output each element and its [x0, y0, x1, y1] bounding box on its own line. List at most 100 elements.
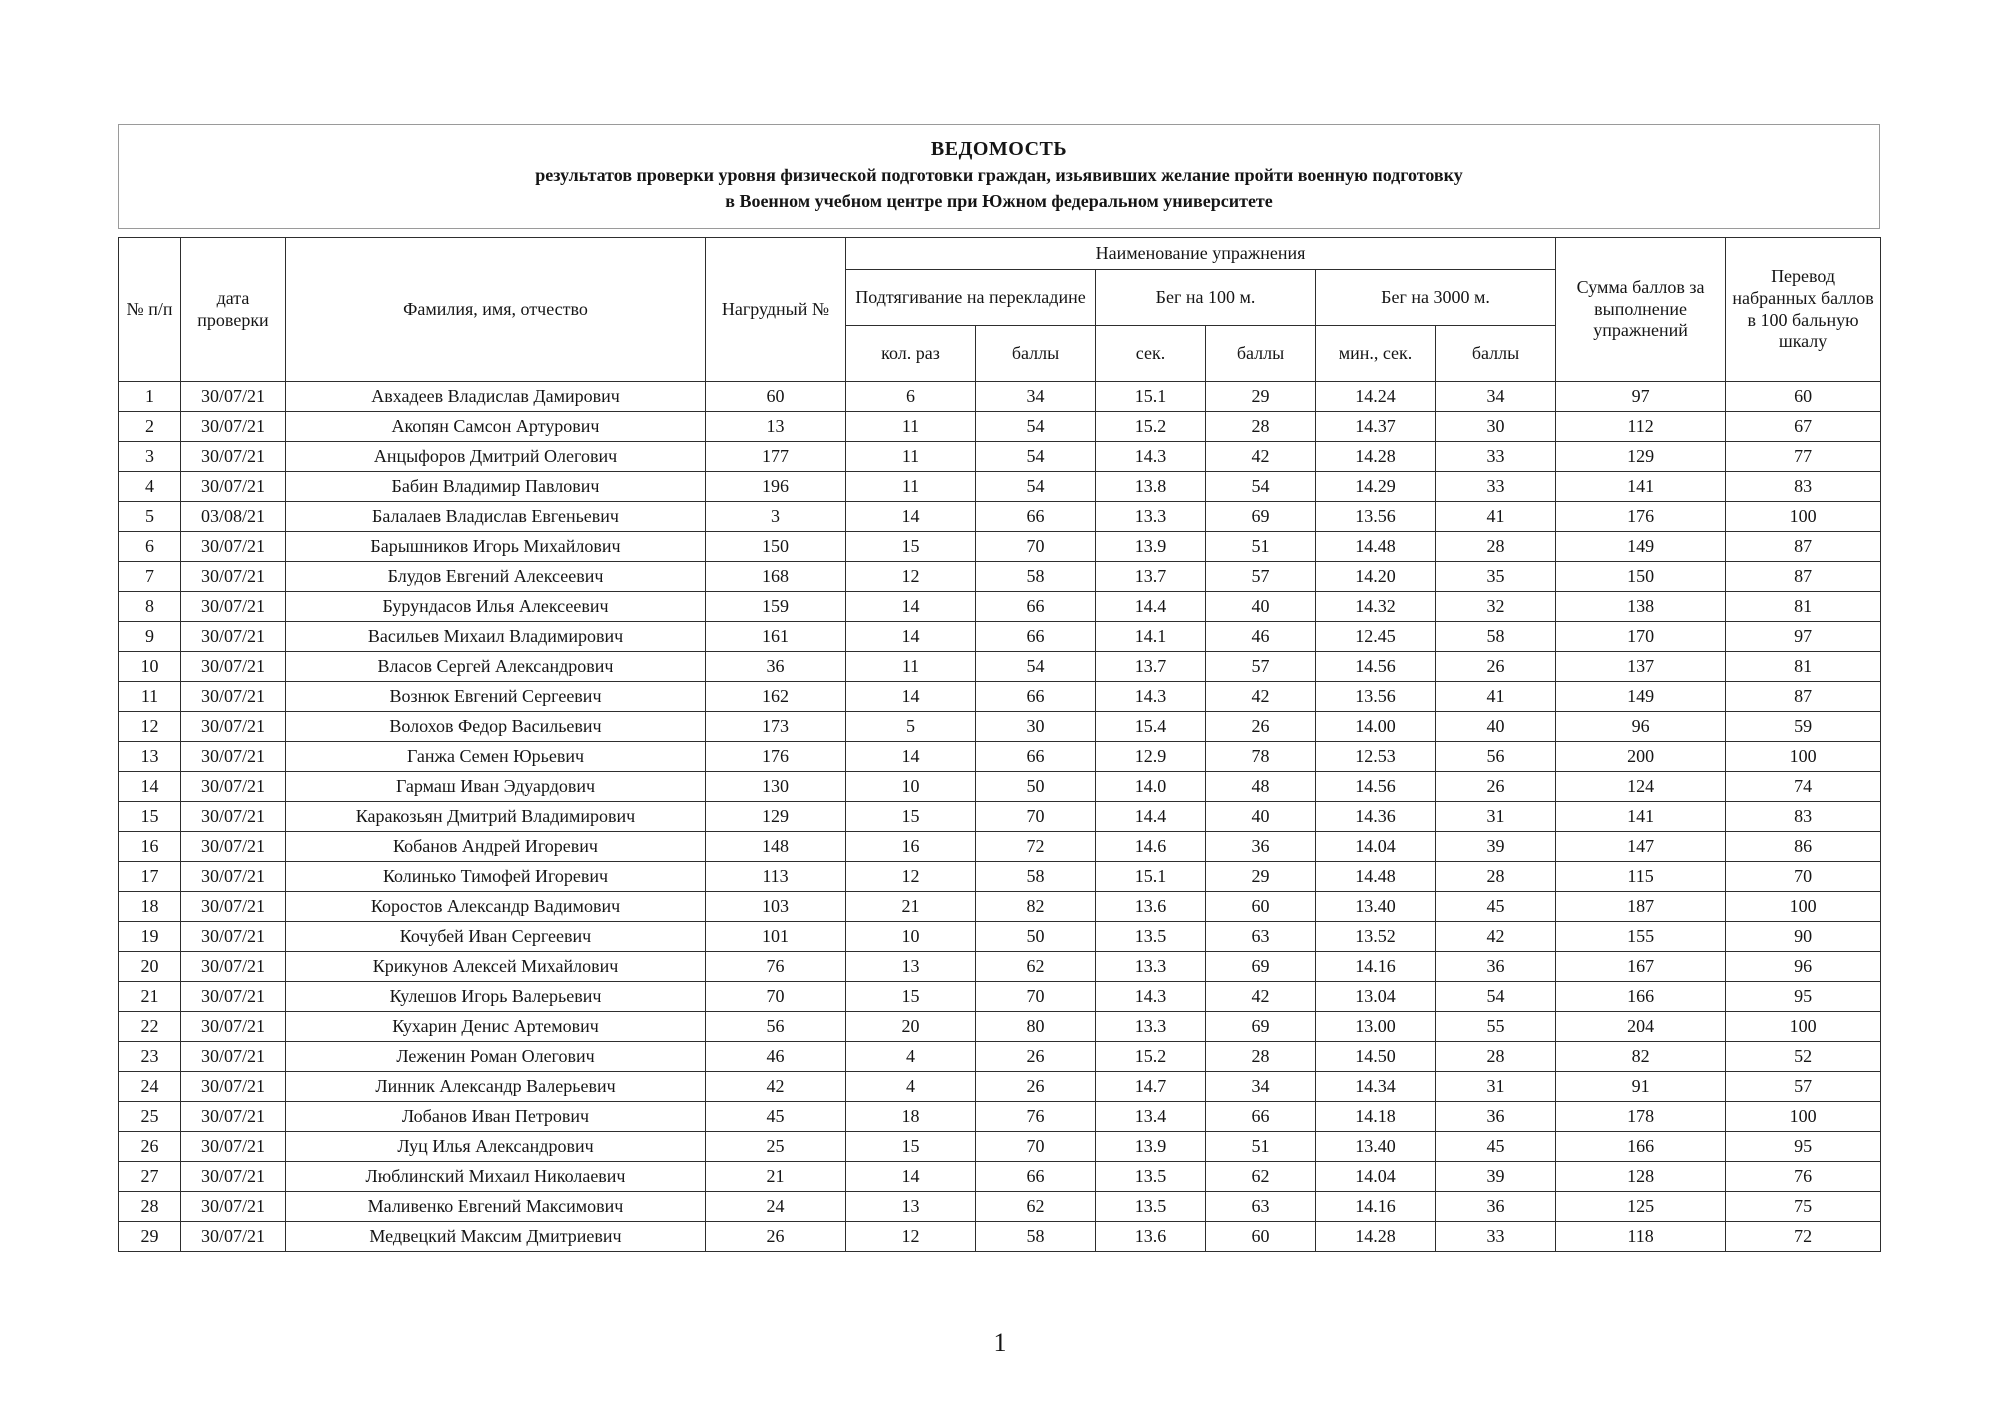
- pullups-points-cell: 58: [975, 861, 1096, 892]
- run100-sec-cell: 12.9: [1095, 741, 1206, 772]
- run3000-points-cell: 54: [1434, 981, 1557, 1012]
- run3000-points-cell: 36: [1434, 1101, 1557, 1132]
- check-date-cell: 30/07/21: [180, 741, 286, 772]
- run100-points-cell: 51: [1205, 531, 1316, 562]
- run100-points-cell: 69: [1205, 951, 1316, 982]
- run100-sec-cell: 15.1: [1095, 861, 1206, 892]
- check-date-cell: 30/07/21: [180, 1221, 286, 1252]
- row-number-cell: 8: [118, 591, 181, 622]
- run100-sec-cell: 15.2: [1095, 1041, 1206, 1072]
- results-table: № п/п дата проверки Фамилия, имя, отчест…: [118, 237, 1882, 1252]
- run3000-time-cell: 12.45: [1315, 621, 1436, 652]
- row-number-cell: 11: [118, 681, 181, 712]
- run3000-points-cell: 36: [1434, 951, 1557, 982]
- table-row: 3 30/07/21 Анцыфоров Дмитрий Олегович 177 11…: [118, 441, 1882, 472]
- run3000-time-cell: 14.56: [1315, 771, 1436, 802]
- scaled-score-cell: 95: [1725, 981, 1882, 1012]
- row-number-cell: 24: [118, 1071, 181, 1102]
- run3000-points-cell: 33: [1434, 1221, 1557, 1252]
- scaled-score-cell: 70: [1725, 861, 1882, 892]
- header-run100-sec: сек.: [1095, 325, 1206, 382]
- header-badge-number: Нагрудный №: [705, 237, 846, 382]
- check-date-cell: 30/07/21: [180, 411, 286, 442]
- table-row: 25 30/07/21 Лобанов Иван Петрович 45 18 76 13.…: [118, 1101, 1882, 1132]
- run100-points-cell: 78: [1205, 741, 1316, 772]
- table-row: 4 30/07/21 Бабин Владимир Павлович 196 11 54 1…: [118, 471, 1882, 502]
- badge-number-cell: 168: [705, 561, 846, 592]
- badge-number-cell: 56: [705, 1011, 846, 1042]
- badge-number-cell: 148: [705, 831, 846, 862]
- full-name-cell: Блудов Евгений Алексеевич: [285, 561, 706, 592]
- run100-points-cell: 69: [1205, 501, 1316, 532]
- scaled-score-cell: 87: [1725, 561, 1882, 592]
- scaled-score-cell: 90: [1725, 921, 1882, 952]
- total-points-cell: 118: [1555, 1221, 1727, 1252]
- badge-number-cell: 130: [705, 771, 846, 802]
- run3000-time-cell: 14.48: [1315, 861, 1436, 892]
- table-row: 22 30/07/21 Кухарин Денис Артемович 56 20 80 1…: [118, 1011, 1882, 1042]
- scaled-score-cell: 77: [1725, 441, 1882, 472]
- full-name-cell: Ганжа Семен Юрьевич: [285, 741, 706, 772]
- run100-sec-cell: 14.6: [1095, 831, 1206, 862]
- run100-sec-cell: 14.4: [1095, 801, 1206, 832]
- run3000-points-cell: 40: [1434, 711, 1557, 742]
- check-date-cell: 30/07/21: [180, 381, 286, 412]
- pullups-points-cell: 82: [975, 891, 1096, 922]
- run100-points-cell: 28: [1205, 1041, 1316, 1072]
- scaled-score-cell: 60: [1725, 381, 1882, 412]
- badge-number-cell: 46: [705, 1041, 846, 1072]
- total-points-cell: 149: [1555, 531, 1727, 562]
- table-row: 17 30/07/21 Колинько Тимофей Игоревич 113 12…: [118, 861, 1882, 892]
- total-points-cell: 141: [1555, 801, 1727, 832]
- run100-points-cell: 29: [1205, 861, 1316, 892]
- header-pullups-count: кол. раз: [845, 325, 976, 382]
- full-name-cell: Бурундасов Илья Алексеевич: [285, 591, 706, 622]
- badge-number-cell: 25: [705, 1131, 846, 1162]
- scaled-score-cell: 100: [1725, 501, 1882, 532]
- run3000-time-cell: 13.52: [1315, 921, 1436, 952]
- run100-sec-cell: 13.6: [1095, 891, 1206, 922]
- table-row: 27 30/07/21 Люблинский Михаил Николаевич 21…: [118, 1161, 1882, 1192]
- scaled-score-cell: 75: [1725, 1191, 1882, 1222]
- badge-number-cell: 159: [705, 591, 846, 622]
- pullups-points-cell: 54: [975, 651, 1096, 682]
- run3000-points-cell: 45: [1434, 1131, 1557, 1162]
- total-points-cell: 112: [1555, 411, 1727, 442]
- pullups-count-cell: 4: [845, 1071, 976, 1102]
- row-number-cell: 9: [118, 621, 181, 652]
- run100-sec-cell: 14.3: [1095, 681, 1206, 712]
- run100-sec-cell: 13.9: [1095, 531, 1206, 562]
- badge-number-cell: 176: [705, 741, 846, 772]
- run100-points-cell: 57: [1205, 651, 1316, 682]
- run100-sec-cell: 13.5: [1095, 1161, 1206, 1192]
- total-points-cell: 128: [1555, 1161, 1727, 1192]
- full-name-cell: Акопян Самсон Артурович: [285, 411, 706, 442]
- full-name-cell: Линник Александр Валерьевич: [285, 1071, 706, 1102]
- total-points-cell: 200: [1555, 741, 1727, 772]
- total-points-cell: 166: [1555, 1131, 1727, 1162]
- total-points-cell: 96: [1555, 711, 1727, 742]
- pullups-count-cell: 20: [845, 1011, 976, 1042]
- pullups-count-cell: 5: [845, 711, 976, 742]
- pullups-count-cell: 18: [845, 1101, 976, 1132]
- run3000-points-cell: 55: [1434, 1011, 1557, 1042]
- badge-number-cell: 129: [705, 801, 846, 832]
- row-number-cell: 4: [118, 471, 181, 502]
- full-name-cell: Коростов Александр Вадимович: [285, 891, 706, 922]
- pullups-count-cell: 15: [845, 531, 976, 562]
- run100-sec-cell: 14.1: [1095, 621, 1206, 652]
- run100-points-cell: 36: [1205, 831, 1316, 862]
- total-points-cell: 137: [1555, 651, 1727, 682]
- scaled-score-cell: 67: [1725, 411, 1882, 442]
- pullups-points-cell: 30: [975, 711, 1096, 742]
- table-row: 8 30/07/21 Бурундасов Илья Алексеевич 159 14…: [118, 591, 1882, 622]
- total-points-cell: 129: [1555, 441, 1727, 472]
- full-name-cell: Бабин Владимир Павлович: [285, 471, 706, 502]
- full-name-cell: Маливенко Евгений Максимович: [285, 1191, 706, 1222]
- row-number-cell: 17: [118, 861, 181, 892]
- run3000-points-cell: 32: [1434, 591, 1557, 622]
- run3000-time-cell: 14.56: [1315, 651, 1436, 682]
- pullups-points-cell: 70: [975, 1131, 1096, 1162]
- pullups-count-cell: 16: [845, 831, 976, 862]
- full-name-cell: Медвецкий Максим Дмитриевич: [285, 1221, 706, 1252]
